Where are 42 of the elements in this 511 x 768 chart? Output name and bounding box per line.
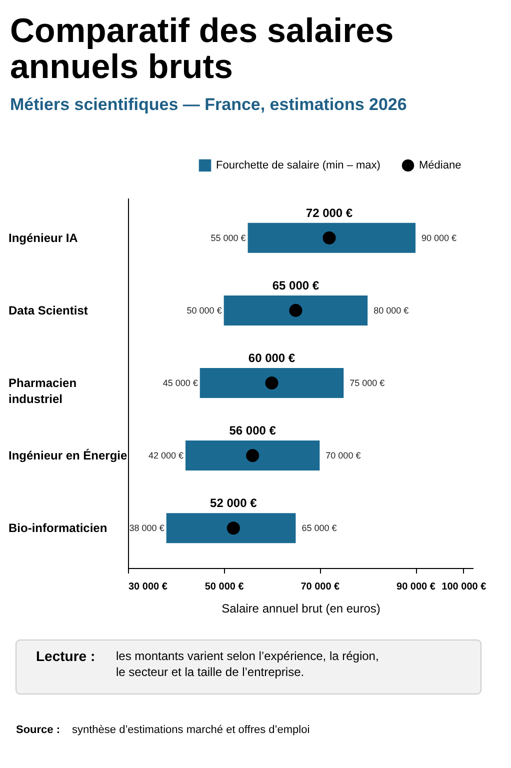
y-tick-label: Ingénieur IA xyxy=(8,230,78,245)
annotation: 90 000 € xyxy=(422,232,457,243)
text: Lecture : les montants varient selon l’expérience, la région, le secteur et la taille de l’entreprise. xyxy=(36,648,379,679)
bar xyxy=(224,295,368,326)
y-tick-label: Pharmacien industriel xyxy=(8,376,77,406)
y-tick-label: Bio-informaticien xyxy=(8,521,108,536)
annotation: 42 000 € xyxy=(148,450,184,461)
x-axis-title: Salaire annuel brut (en euros) xyxy=(222,602,380,616)
bar xyxy=(248,222,416,253)
data-label: 56 000 € xyxy=(229,424,276,438)
annotation: 50 000 € xyxy=(186,305,222,316)
chart-subtitle: Métiers scientifiques — France, estimations 2026 xyxy=(10,95,407,114)
annotation: 65 000 € xyxy=(302,523,337,534)
source-note: Source : synthèse d’estimations marché et offres d’emploi xyxy=(16,724,310,736)
legend-label: Médiane xyxy=(419,159,462,172)
point xyxy=(246,449,260,462)
x-tick-label: 30 000 € xyxy=(128,582,168,592)
point xyxy=(289,304,302,317)
x-tick-label: 70 000 € xyxy=(300,582,340,592)
x-tick-label: 50 000 € xyxy=(204,582,244,592)
bar xyxy=(200,368,344,398)
data-label: 65 000 € xyxy=(272,278,320,292)
annotation: 70 000 € xyxy=(326,450,361,461)
y-tick-label: Ingénieur en Énergie xyxy=(8,448,128,463)
y-tick-label: Data Scientist xyxy=(8,303,88,318)
bar xyxy=(166,513,296,544)
annotation: 75 000 € xyxy=(350,378,385,388)
data-label: 60 000 € xyxy=(248,351,296,365)
point xyxy=(226,522,240,535)
data-label: 52 000 € xyxy=(210,496,258,510)
legend-label: Fourchette de salaire (min – max) xyxy=(216,159,380,172)
annotation: 38 000 € xyxy=(129,523,164,534)
x-tick-label: 100 000 € xyxy=(442,582,487,592)
x-tick-label: 90 000 € xyxy=(396,582,436,592)
data-label: 72 000 € xyxy=(306,206,353,220)
bar xyxy=(186,440,320,471)
point xyxy=(265,376,278,390)
annotation: 55 000 € xyxy=(210,232,246,243)
annotation: 45 000 € xyxy=(162,378,198,388)
point xyxy=(322,231,336,244)
annotation: 80 000 € xyxy=(374,305,409,316)
chart-title: Comparatif des salaires annuels bruts xyxy=(10,12,394,86)
